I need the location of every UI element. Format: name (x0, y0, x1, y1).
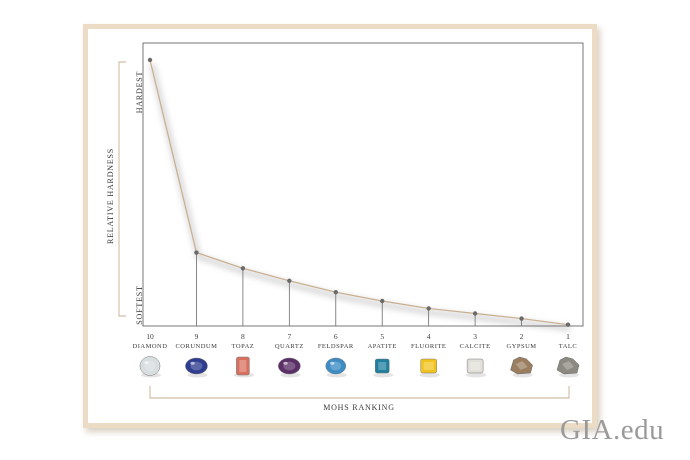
corundum-gem-icon (185, 357, 208, 378)
point-talc (565, 322, 571, 327)
point-apatite (380, 298, 385, 304)
tick-name-quartz: QUARTZ (275, 343, 304, 350)
fluorite-gem-icon (419, 358, 440, 378)
tick-rank-10: 10 (146, 332, 154, 341)
calcite-gem-icon (466, 358, 487, 378)
tick-name-diamond: DIAMOND (133, 343, 168, 350)
data-points (147, 57, 571, 327)
tick-rank-5: 5 (380, 332, 384, 341)
tick-name-corundum: CORUNDUM (175, 343, 217, 350)
x-axis-title: MOHS RANKING (323, 403, 395, 412)
tick-rank-1: 1 (566, 332, 570, 341)
tick-rank-4: 4 (427, 332, 431, 341)
gia-watermark: GIA.edu (560, 414, 665, 446)
point-topaz (240, 266, 246, 271)
curve-shadow-path (149, 63, 571, 332)
point-diamond (147, 57, 153, 63)
tick-name-talc: TALC (559, 343, 577, 350)
point-quartz (287, 278, 292, 283)
point-corundum (194, 250, 199, 255)
tick-name-feldspar: FELDSPAR (318, 343, 354, 350)
y-top-label: HARDEST (135, 71, 144, 114)
feldspar-gem-icon (325, 357, 347, 378)
point-calcite (472, 311, 478, 316)
x-tick-labels: 10 DIAMOND 9 CORUNDUM 8 TOPAZ 7 QUARTZ 6 FELDSPAR… (133, 332, 577, 350)
point-gypsum (519, 316, 524, 321)
tick-name-apatite: APATITE (368, 343, 397, 350)
tick-name-calcite: CALCITE (460, 343, 491, 350)
tick-name-topaz: TOPAZ (232, 343, 255, 350)
tick-rank-3: 3 (473, 332, 477, 341)
x-bracket (149, 386, 570, 399)
y-axis-title: RELATIVE HARDNESS (106, 148, 115, 244)
y-bottom-label: SOFTEST (135, 285, 144, 324)
tick-name-gypsum: GYPSUM (507, 343, 537, 350)
tick-rank-8: 8 (241, 332, 245, 341)
drop-lines (196, 252, 569, 326)
quartz-gem-icon (278, 357, 301, 378)
tick-rank-2: 2 (520, 332, 524, 341)
curve-shadow (149, 63, 571, 332)
gem-icons (139, 356, 580, 378)
tick-rank-9: 9 (195, 332, 199, 341)
topaz-gem-icon (233, 356, 254, 378)
apatite-gem-icon (373, 358, 394, 378)
point-feldspar (333, 290, 338, 295)
plot-area-border (142, 42, 584, 327)
tick-name-fluorite: FLUORITE (411, 343, 446, 350)
tick-rank-7: 7 (287, 332, 291, 341)
talc-gem-icon (556, 356, 580, 378)
gypsum-gem-icon (510, 356, 533, 378)
hardness-line (149, 59, 569, 326)
point-fluorite (426, 306, 431, 311)
diamond-gem-icon (139, 356, 161, 378)
y-bracket (118, 61, 126, 317)
tick-rank-6: 6 (334, 332, 338, 341)
